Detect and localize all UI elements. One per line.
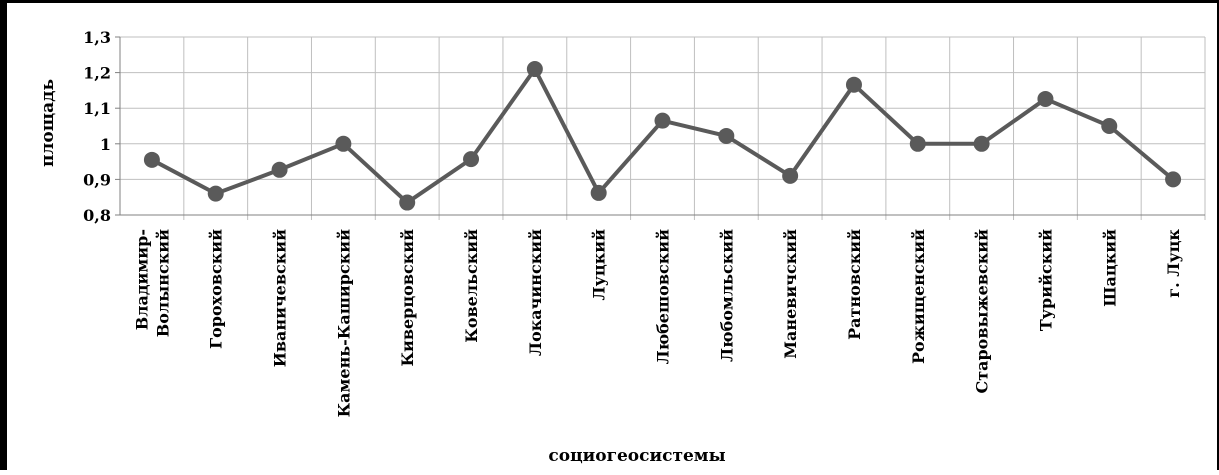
x-category-label: Турийский [1036,229,1055,331]
data-point [1165,171,1182,188]
x-category-label: Локачинский [526,229,545,356]
x-category-label: Гороховский [207,229,226,349]
y-tick-label: 0,8 [83,206,111,225]
y-axis-title: площадь [38,79,58,167]
x-category-label: Волынский [153,229,172,337]
y-tick-label: 1,3 [83,28,111,47]
data-point [782,167,799,184]
x-category-label: Камень-Каширский [334,229,353,418]
x-category-label: Луцкий [590,229,609,301]
x-category-label: Иваничевский [271,229,290,367]
data-point [973,135,990,152]
x-category-label: Старовыжевский [973,229,992,394]
x-category-label: Любомльский [717,229,736,362]
x-category-label: Ратновский [845,229,864,340]
series [143,61,1182,211]
data-point [463,151,480,168]
data-point [1037,90,1054,107]
data-point [207,185,224,202]
y-tick-label: 0,9 [83,170,111,189]
y-axis-ticks: 0,8 0,9 1 1,1 1,2 1,3 [83,28,111,225]
x-axis-categories: Владимир- Волынский Гороховский Иваничевски… [132,229,1183,418]
x-category-label: Маневичский [781,229,800,359]
data-point [654,112,671,129]
x-category-label: Киверцовский [398,229,417,367]
x-category-label: Любешовский [654,229,673,365]
data-point [526,61,543,78]
y-tick-label: 1,2 [83,64,111,83]
series-line [150,67,1175,205]
data-point [909,135,926,152]
x-category-label: Рожищенский [909,229,928,364]
data-point [143,151,160,168]
data-point [845,76,862,93]
data-point [590,184,607,201]
y-tick-label: 1 [100,135,111,154]
data-point [399,194,416,211]
grid [115,36,1206,220]
data-point [1101,118,1118,134]
x-category-label: Шацкий [1100,229,1119,307]
x-category-label: г. Луцк [1164,229,1183,298]
data-point [335,135,352,152]
line-chart: 0,8 0,9 1 1,1 1,2 1,3 Владимир- Волынский Горох… [38,28,1206,466]
x-category-label: Владимир- [132,229,151,330]
data-point [718,127,735,144]
x-axis-title: социогеосистемы [548,446,725,466]
data-point [271,161,288,178]
y-tick-label: 1,1 [83,99,111,118]
x-category-label: Ковельский [462,229,481,343]
